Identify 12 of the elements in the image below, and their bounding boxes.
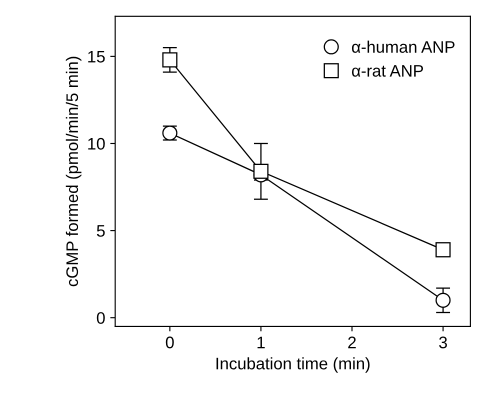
x-axis-title: Incubation time (min) (216, 357, 370, 373)
x-tick-label: 3 (439, 336, 447, 348)
y-axis-title: cGMP formed (pmol/min/5 min) (66, 56, 82, 286)
y-tick-label: 0 (96, 312, 105, 324)
x-tick-label: 2 (348, 336, 356, 348)
x-tick-label: 0 (166, 336, 174, 348)
y-tick-label: 10 (88, 138, 105, 150)
legend-label: α-rat ANP (352, 65, 424, 77)
y-tick-label: 15 (88, 50, 105, 63)
legend-label: α-human ANP (352, 40, 455, 53)
y-tick-label: 5 (96, 225, 105, 237)
x-tick-label: 1 (258, 336, 265, 348)
